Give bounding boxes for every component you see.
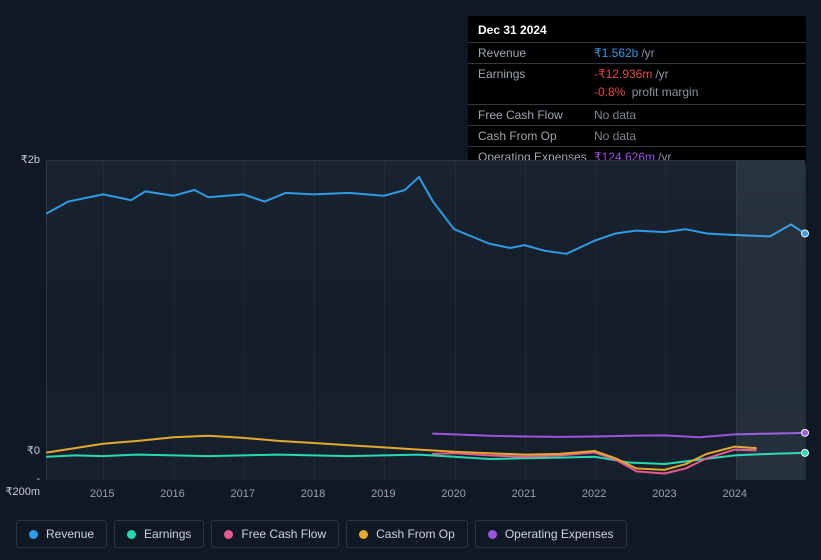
tooltip-row: Cash From OpNo data (468, 125, 806, 146)
legend-item[interactable]: Cash From Op (346, 520, 468, 548)
gridline (595, 161, 596, 480)
x-axis-label: 2023 (652, 488, 676, 500)
x-axis-label: 2016 (160, 488, 184, 500)
series-line (47, 177, 805, 254)
gridline (525, 161, 526, 480)
tooltip-date: Dec 31 2024 (468, 16, 806, 42)
gridline (103, 161, 104, 480)
tooltip-suffix: /yr (655, 68, 668, 80)
tooltip-value: -₹12.936m (594, 68, 652, 80)
gridline (455, 161, 456, 480)
tooltip-sub-value: -0.8% (594, 85, 625, 99)
legend-item[interactable]: Earnings (114, 520, 204, 548)
financials-chart[interactable]: ₹2b₹0-₹200m (16, 160, 805, 480)
series-end-dot (802, 230, 809, 237)
legend-label: Cash From Op (376, 527, 455, 541)
tooltip-value: No data (594, 109, 636, 121)
series-line (47, 436, 756, 470)
legend-swatch (488, 530, 497, 539)
tooltip-subrow: -0.8% profit margin (468, 84, 806, 104)
x-axis-label: 2017 (231, 488, 255, 500)
legend-label: Earnings (144, 527, 191, 541)
x-axis-label: 2021 (512, 488, 536, 500)
legend-item[interactable]: Operating Expenses (475, 520, 627, 548)
tooltip-row: Earnings-₹12.936m/yr (468, 63, 806, 84)
tooltip-value: ₹1.562b (594, 47, 638, 59)
x-axis-label: 2018 (301, 488, 325, 500)
series-line (433, 433, 805, 437)
tooltip-label: Free Cash Flow (478, 109, 594, 121)
gridline (314, 161, 315, 480)
x-axis-label: 2015 (90, 488, 114, 500)
legend-swatch (127, 530, 136, 539)
legend-swatch (224, 530, 233, 539)
legend: Revenue Earnings Free Cash Flow Cash From O… (16, 520, 627, 548)
legend-label: Free Cash Flow (241, 527, 326, 541)
y-axis-label: ₹2b (4, 153, 40, 166)
tooltip-label: Revenue (478, 47, 594, 59)
legend-swatch (359, 530, 368, 539)
legend-item[interactable]: Revenue (16, 520, 107, 548)
x-axis-label: 2024 (722, 488, 746, 500)
y-axis-label: -₹200m (4, 473, 40, 498)
tooltip-suffix: /yr (641, 47, 654, 59)
tooltip-row: Free Cash FlowNo data (468, 104, 806, 125)
gridline (244, 161, 245, 480)
tooltip-label: Cash From Op (478, 130, 594, 142)
tooltip-label: Earnings (478, 68, 594, 80)
gridline (384, 161, 385, 480)
tooltip-row: Revenue₹1.562b/yr (468, 42, 806, 63)
gridline (665, 161, 666, 480)
legend-swatch (29, 530, 38, 539)
data-tooltip: Dec 31 2024 Revenue₹1.562b/yrEarnings-₹1… (468, 16, 806, 167)
tooltip-value: No data (594, 130, 636, 142)
gridline (174, 161, 175, 480)
tooltip-sub-suffix: profit margin (628, 85, 698, 99)
x-axis-label: 2019 (371, 488, 395, 500)
series-end-dot (802, 429, 809, 436)
x-axis-label: 2022 (582, 488, 606, 500)
legend-item[interactable]: Free Cash Flow (211, 520, 339, 548)
x-axis-label: 2020 (441, 488, 465, 500)
gridline (736, 161, 737, 480)
legend-label: Revenue (46, 527, 94, 541)
legend-label: Operating Expenses (505, 527, 614, 541)
series-end-dot (802, 449, 809, 456)
y-axis-label: ₹0 (4, 444, 40, 457)
